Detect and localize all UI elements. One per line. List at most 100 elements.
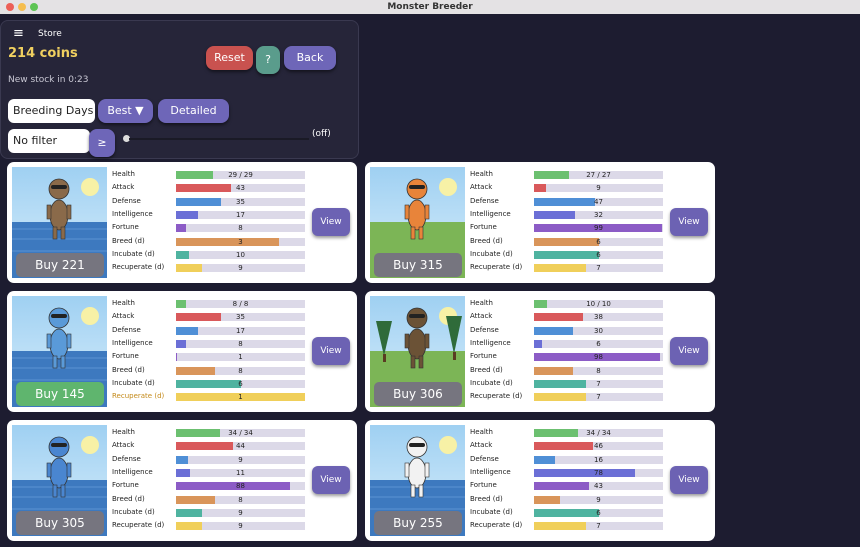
compare-button[interactable]: ≥: [89, 129, 115, 157]
buy-button[interactable]: Buy 305: [16, 511, 104, 535]
stat-value: 38: [594, 313, 603, 322]
stat-value: 27 / 27: [586, 171, 611, 179]
stat-bar: [534, 429, 578, 437]
filter-input[interactable]: No filter: [8, 129, 90, 153]
stat-bar-track: 7: [534, 264, 663, 273]
help-button[interactable]: ?: [256, 46, 280, 74]
stat-label: Fortune: [112, 352, 139, 361]
close-button[interactable]: [6, 3, 14, 11]
stat-value: 9: [238, 508, 243, 517]
coins: 214 coins: [8, 46, 78, 61]
stat-bar-track: 17: [176, 210, 305, 219]
stat-bar: [176, 468, 191, 477]
stat-value: 6: [596, 339, 601, 348]
stat-bar-track: 8: [534, 366, 663, 375]
view-button[interactable]: View: [670, 208, 708, 236]
stat-label: Incubate (d): [112, 507, 155, 516]
view-button[interactable]: View: [312, 337, 350, 365]
stat-bar: [534, 264, 586, 273]
view-button[interactable]: View: [670, 466, 708, 494]
stat-bar-track: 7: [534, 522, 663, 531]
view-button[interactable]: View: [670, 337, 708, 365]
stat-bar: [534, 300, 547, 308]
detail-button[interactable]: Detailed: [158, 99, 229, 123]
stat-bar-track: 88: [176, 482, 305, 491]
stat-value: 9: [596, 495, 601, 504]
buy-button[interactable]: Buy 315: [374, 253, 462, 277]
stat-bar: [534, 313, 584, 322]
stat-value: 8: [238, 366, 243, 375]
monster-image: Buy 305: [12, 425, 107, 536]
buy-button[interactable]: Buy 255: [374, 511, 462, 535]
stat-label: Recuperate (d): [112, 263, 165, 272]
stat-bar: [176, 495, 215, 504]
stat-bar: [176, 224, 187, 233]
stat-value: 78: [594, 468, 603, 477]
back-button[interactable]: Back: [284, 46, 336, 70]
stat-bar: [534, 197, 595, 206]
stat-label: Health: [112, 299, 135, 307]
menu-icon[interactable]: ≡: [13, 26, 24, 41]
stat-value: 8: [238, 224, 243, 233]
stat-value: 1: [238, 393, 243, 402]
stat-bar-track: 35: [176, 313, 305, 322]
zoom-button[interactable]: [30, 3, 38, 11]
stat-label: Health: [470, 170, 493, 178]
stat-label: Fortune: [470, 352, 497, 361]
stat-bar-track: 9: [176, 264, 305, 273]
stat-label: Intelligence: [470, 338, 511, 347]
sort-order-button[interactable]: Best ▼: [98, 99, 153, 123]
stat-value: 11: [236, 468, 245, 477]
stat-bar-track: 78: [534, 468, 663, 477]
stat-label: Breed (d): [470, 494, 503, 503]
stat-value: 17: [236, 326, 245, 335]
stat-bar-track: 99: [534, 224, 663, 233]
stat-label: Recuperate (d): [470, 392, 523, 401]
stat-bar-track: 7: [534, 393, 663, 402]
stat-bar: [534, 442, 594, 451]
stat-bar-track: 44: [176, 442, 305, 451]
monster-card: Buy 221 Health 29 / 29 Attack 43 Defense 35 Int…: [7, 162, 357, 283]
stat-bar: [176, 313, 222, 322]
reset-button[interactable]: Reset: [206, 46, 253, 70]
window-title: Monster Breeder: [387, 2, 473, 12]
stat-bar: [176, 455, 188, 464]
stat-value: 35: [236, 313, 245, 322]
monster-card: Buy 255 Health 34 / 34 Attack 46 Defense 16 Int…: [365, 420, 715, 541]
stat-bar-track: 9: [176, 455, 305, 464]
stat-bar-track: 30: [534, 326, 663, 335]
stat-label: Intelligence: [470, 467, 511, 476]
buy-button[interactable]: Buy 306: [374, 382, 462, 406]
stat-label: Fortune: [112, 481, 139, 490]
stat-bar-track: 17: [176, 326, 305, 335]
sort-field-dropdown[interactable]: Breeding Days: [8, 99, 95, 123]
view-button[interactable]: View: [312, 466, 350, 494]
buy-button[interactable]: Buy 145: [16, 382, 104, 406]
stat-label: Attack: [112, 441, 135, 450]
stat-value: 6: [596, 250, 601, 259]
stat-bar: [534, 184, 546, 193]
stat-value: 6: [596, 237, 601, 246]
stat-value: 34 / 34: [586, 429, 611, 437]
stat-bar: [176, 393, 305, 402]
stat-bar: [176, 300, 187, 308]
stat-label: Attack: [470, 312, 493, 321]
stat-bar-track: 46: [534, 442, 663, 451]
stat-value: 8 / 8: [232, 300, 249, 308]
buy-button[interactable]: Buy 221: [16, 253, 104, 277]
stat-bar-track: 32: [534, 210, 663, 219]
stat-value: 35: [236, 197, 245, 206]
stat-value: 17: [236, 210, 245, 219]
slider-track[interactable]: [129, 138, 309, 140]
monster-card: Buy 315 Health 27 / 27 Attack 9 Defense 47 Inte…: [365, 162, 715, 283]
minimize-button[interactable]: [18, 3, 26, 11]
slider-handle[interactable]: [123, 135, 130, 142]
stat-value: 98: [594, 353, 603, 362]
stat-label: Recuperate (d): [112, 392, 165, 401]
stat-label: Intelligence: [112, 209, 153, 218]
stat-bar: [534, 326, 573, 335]
stat-label: Defense: [112, 325, 141, 334]
stat-bar-track: 6: [534, 508, 663, 517]
stat-value: 9: [238, 455, 243, 464]
view-button[interactable]: View: [312, 208, 350, 236]
